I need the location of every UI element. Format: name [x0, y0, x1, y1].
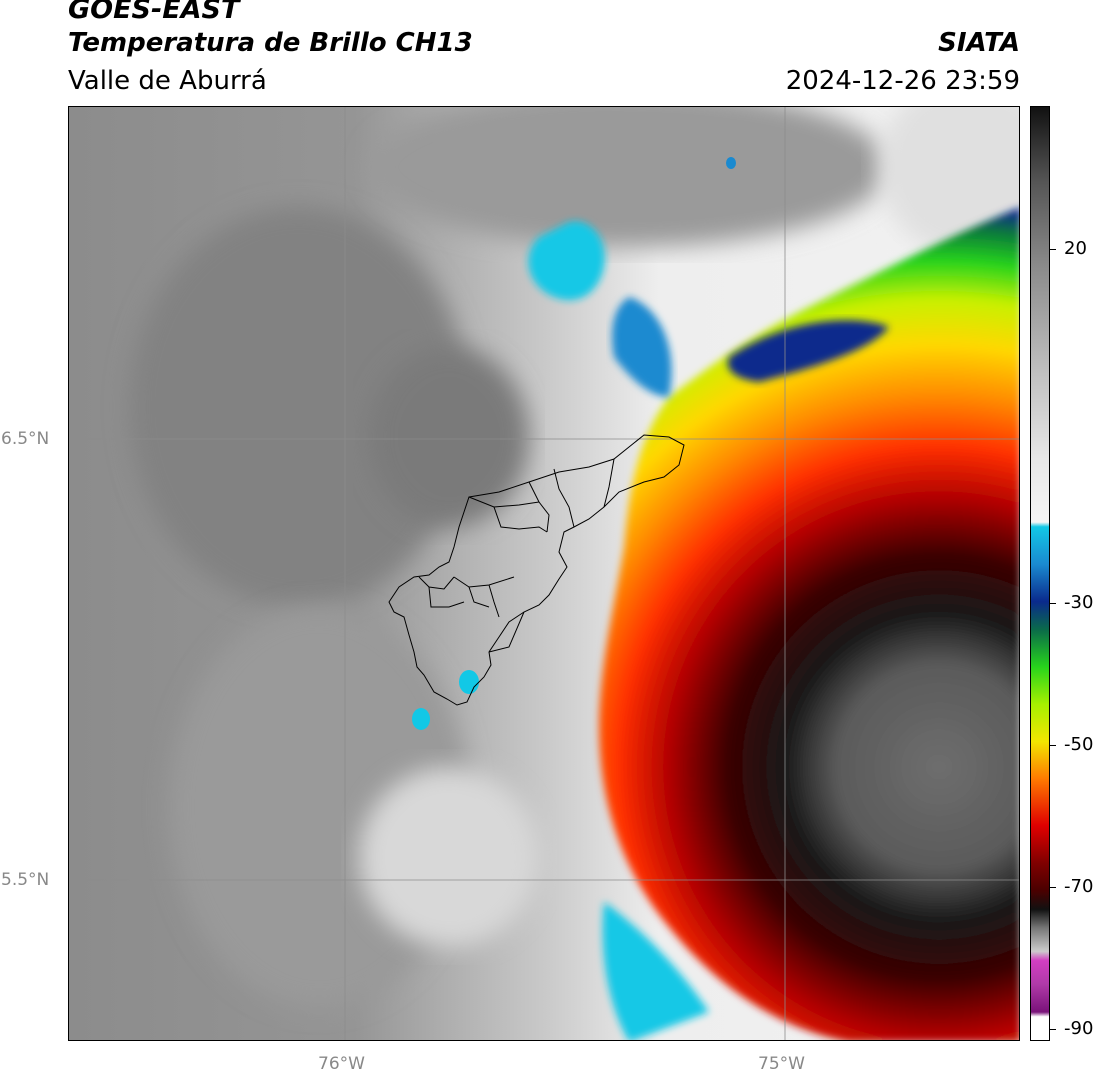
colorbar-label-20: 20 — [1064, 238, 1087, 259]
gray-patch — [369, 107, 889, 247]
colorbar-label-minus30: -30 — [1064, 592, 1094, 613]
colorbar-tick — [1050, 887, 1056, 888]
satellite-title: GOES-EAST — [68, 0, 240, 25]
lat-label-5-5: 5.5°N — [1, 870, 50, 890]
light-patch — [879, 107, 1019, 257]
blue-band — [727, 320, 889, 382]
lon-label-76: 76°W — [318, 1054, 365, 1074]
product-title: Temperatura de Brillo CH13 — [68, 28, 473, 58]
lat-label-6-5: 6.5°N — [1, 429, 50, 449]
colorbar-label-minus70: -70 — [1064, 876, 1094, 897]
cyan-cell — [459, 670, 479, 694]
storm-cloud-mass — [599, 207, 1019, 1040]
cyan-cell — [726, 157, 736, 169]
gray-patch — [129, 207, 469, 607]
colorbar-tick — [1050, 603, 1056, 604]
cyan-cell — [602, 902, 709, 1040]
gray-patch — [369, 347, 529, 527]
graticule — [69, 107, 1019, 1040]
lon-label-75: 75°W — [758, 1054, 805, 1074]
satellite-map[interactable] — [68, 106, 1020, 1041]
cyan-cell — [528, 221, 605, 301]
municipal-boundaries — [388, 434, 685, 706]
map-canvas — [69, 107, 1019, 1040]
agency-label: SIATA — [938, 28, 1020, 58]
colorbar-label-minus90: -90 — [1064, 1018, 1094, 1039]
colorbar-label-minus50: -50 — [1064, 734, 1094, 755]
colorbar-tick — [1050, 745, 1056, 746]
region-label: Valle de Aburrá — [68, 66, 267, 96]
colorbar-tick — [1050, 1029, 1056, 1030]
colorbar-tick — [1050, 249, 1056, 250]
light-patch — [359, 767, 539, 947]
cyan-cell — [412, 708, 430, 730]
timestamp-label: 2024-12-26 23:59 — [785, 66, 1020, 96]
colorbar — [1030, 106, 1050, 1041]
blue-cell — [612, 297, 672, 397]
